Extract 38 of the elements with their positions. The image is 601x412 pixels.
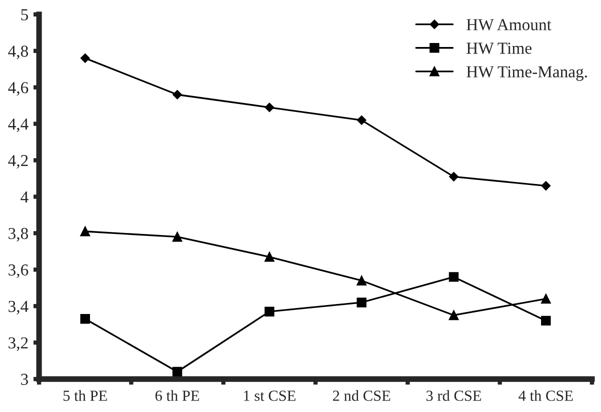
point [356, 116, 366, 125]
y-tick-label: 3,4 [8, 300, 28, 314]
point [448, 272, 459, 282]
y-tick-label: 3,6 [8, 264, 28, 278]
x-tick-label: 4 th CSE [518, 390, 573, 401]
point [264, 102, 274, 112]
legend-label: HW Amount [466, 19, 552, 30]
y-tick-label: 4,4 [8, 118, 28, 132]
x-tick-label: 2 nd CSE [332, 390, 390, 401]
y-tick-label: 5 [21, 9, 28, 20]
x-tick-label: 5 th PE [64, 390, 107, 401]
point [172, 366, 182, 377]
point [448, 310, 459, 320]
point [449, 172, 458, 182]
point [541, 181, 551, 190]
point [264, 306, 274, 316]
y-tick-label: 4 [20, 192, 28, 203]
legend-label: HW Time-Manag. [466, 66, 587, 81]
point [80, 54, 90, 63]
x-tick-label: 6 th PE [155, 390, 200, 401]
x-tick-label: 3 rd CSE [426, 390, 482, 401]
x-tick-label: 1 st CSE [244, 390, 296, 401]
point [264, 252, 274, 262]
legend-label: HW Time [466, 42, 532, 54]
point [172, 90, 182, 100]
y-tick-label: 4,2 [8, 155, 28, 169]
point [541, 316, 551, 326]
point [172, 232, 182, 242]
y-tick-label: 4,6 [8, 82, 28, 96]
y-tick-label: 4,8 [8, 46, 28, 60]
y-tick-label: 3,2 [8, 337, 28, 351]
point [356, 276, 366, 286]
y-tick-label: 3,8 [8, 228, 28, 242]
point [80, 314, 90, 324]
y-tick-label: 3 [21, 374, 28, 385]
point [356, 298, 366, 308]
point [541, 294, 551, 304]
point [80, 226, 90, 236]
